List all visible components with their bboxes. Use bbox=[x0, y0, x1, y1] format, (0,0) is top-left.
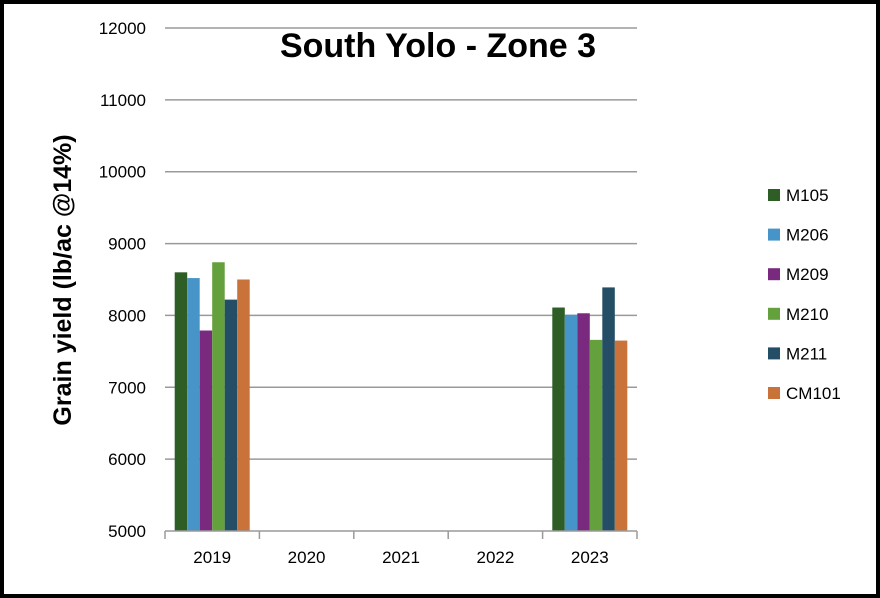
legend-label-cm101: CM101 bbox=[786, 384, 841, 403]
bar-m210-2023 bbox=[589, 339, 603, 531]
bar-m105-2019 bbox=[174, 272, 188, 531]
y-tick-label: 9000 bbox=[108, 235, 146, 254]
bar-cm101-2023 bbox=[614, 340, 628, 531]
bar-m206-2019 bbox=[187, 278, 200, 531]
bar-m211-2019 bbox=[224, 299, 238, 531]
y-tick-label: 11000 bbox=[100, 91, 146, 110]
x-tick-label: 2023 bbox=[571, 548, 609, 567]
x-tick-label: 2021 bbox=[382, 548, 420, 567]
bar-m105-2023 bbox=[552, 307, 565, 531]
x-tick-label: 2019 bbox=[193, 548, 231, 567]
bars-group bbox=[174, 262, 628, 531]
y-axis-label: Grain yield (lb/ac @14%) bbox=[49, 134, 77, 425]
axes-group bbox=[164, 530, 638, 539]
legend-swatch-cm101 bbox=[768, 387, 780, 399]
bar-m211-2023 bbox=[602, 287, 615, 531]
y-tick-label: 10000 bbox=[99, 163, 146, 182]
bar-m209-2023 bbox=[577, 313, 590, 531]
y-tick-label: 8000 bbox=[108, 306, 146, 325]
legend-label-m209: M209 bbox=[786, 265, 829, 284]
y-tick-label: 5000 bbox=[108, 522, 146, 541]
legend-swatch-m209 bbox=[768, 268, 780, 281]
bar-m209-2019 bbox=[199, 330, 213, 531]
y-tick-label: 12000 bbox=[99, 19, 146, 38]
legend-swatch-m211 bbox=[768, 347, 780, 360]
legend-label-m211: M211 bbox=[786, 344, 827, 363]
legend-swatch-m105 bbox=[768, 189, 780, 201]
y-tick-label: 6000 bbox=[108, 450, 146, 469]
bar-m210-2019 bbox=[212, 262, 225, 531]
chart-title: South Yolo - Zone 3 bbox=[280, 27, 596, 65]
bar-m206-2023 bbox=[564, 314, 578, 531]
legend-label-m210: M210 bbox=[786, 305, 829, 324]
x-tick-label: 2022 bbox=[476, 548, 514, 567]
legend-label-m206: M206 bbox=[786, 226, 829, 245]
y-tick-labels: 5000 6000 7000 8000 9000 10000 11000 12000 bbox=[99, 19, 146, 541]
legend: M105 M206 M209 M210 M211 CM101 bbox=[768, 186, 841, 403]
legend-swatch-m210 bbox=[768, 307, 780, 320]
legend-label-m105: M105 bbox=[786, 186, 829, 205]
x-tick-label: 2020 bbox=[288, 548, 326, 567]
bar-cm101-2019 bbox=[237, 279, 250, 531]
y-tick-label: 7000 bbox=[108, 378, 146, 397]
x-tick-labels: 2019 2020 2021 2022 2023 bbox=[193, 548, 608, 567]
legend-swatch-m206 bbox=[768, 228, 780, 241]
